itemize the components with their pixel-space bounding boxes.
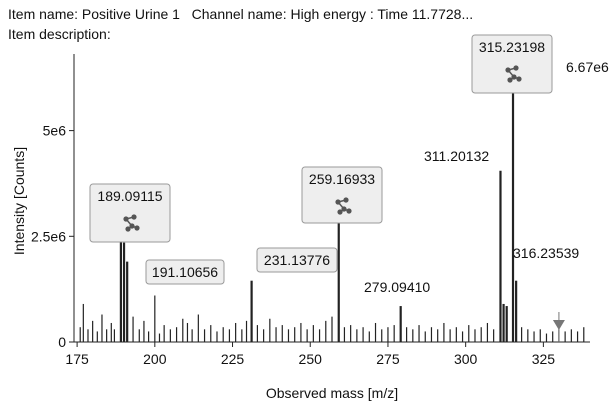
structure-icon-atom (513, 65, 519, 71)
item-name-line: Item name: Positive Urine 1 Channel name… (8, 4, 473, 24)
x-tick-label: 175 (65, 351, 89, 367)
peak-label: 316.23539 (513, 245, 579, 261)
x-tick-label: 200 (143, 351, 167, 367)
item-name-value: Positive Urine 1 (81, 6, 180, 22)
peak-label: 311.20132 (424, 148, 489, 164)
item-name-label: Item name: (8, 6, 79, 22)
marker-triangle-icon[interactable] (552, 320, 565, 330)
x-tick-label: 325 (532, 351, 556, 367)
y-tick-label: 0 (58, 334, 66, 350)
structure-icon-atom (134, 225, 140, 231)
max-intensity-label: 6.67e6 (566, 59, 609, 75)
peak-label: 259.16933 (309, 171, 375, 187)
structure-icon-atom (131, 214, 137, 220)
x-tick-label: 225 (221, 351, 245, 367)
structure-icon-atom (346, 208, 352, 214)
y-tick-label: 5e6 (43, 123, 67, 139)
structure-icon-atom (129, 223, 135, 229)
x-tick-label: 250 (299, 351, 323, 367)
peak-callout-box[interactable] (145, 259, 225, 285)
x-tick-label: 300 (454, 351, 478, 367)
structure-icon-atom (335, 199, 341, 205)
structure-icon-atom (341, 206, 347, 212)
peak-callout-box[interactable] (301, 166, 383, 224)
structure-icon-atom (123, 216, 129, 222)
structure-icon-atom (337, 209, 343, 215)
peak-callout-box[interactable] (256, 247, 338, 273)
item-header: Item name: Positive Urine 1 Channel name… (8, 4, 473, 44)
channel-name-value: High energy : Time 11.7728... (290, 6, 474, 22)
structure-icon-atom (516, 76, 522, 82)
peak-callout-box[interactable] (471, 34, 553, 94)
x-tick-label: 275 (376, 351, 400, 367)
peak-label: 231.13776 (264, 252, 330, 268)
peak-label: 279.09410 (364, 279, 430, 295)
peak-label: 191.10656 (152, 264, 218, 280)
y-axis-title: Intensity [Counts] (11, 147, 27, 255)
peak-label: 315.23198 (479, 39, 545, 55)
peak-label: 189.09115 (97, 188, 162, 204)
structure-icon-atom (507, 77, 513, 83)
structure-icon-atom (505, 67, 511, 73)
structure-icon-atom (125, 226, 131, 232)
peak-callout-box[interactable] (89, 183, 171, 243)
structure-icon-atom (511, 74, 517, 80)
y-tick-label: 2.5e6 (31, 228, 66, 244)
x-axis-title: Observed mass [m/z] (266, 385, 398, 401)
item-description-label: Item description: (8, 26, 111, 42)
structure-icon-atom (343, 197, 349, 203)
channel-name-label: Channel name: (191, 6, 287, 22)
